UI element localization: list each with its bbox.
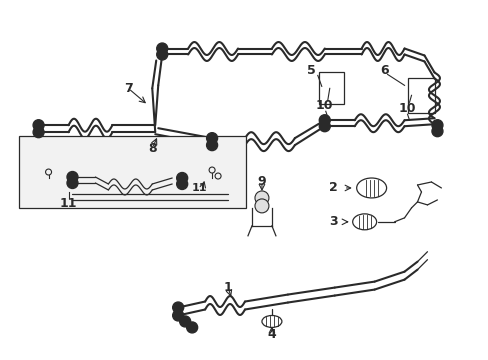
Text: 10: 10 [398, 102, 415, 115]
Circle shape [431, 126, 442, 137]
Circle shape [172, 302, 183, 313]
Text: 10: 10 [315, 99, 333, 112]
Circle shape [206, 133, 217, 144]
Text: 5: 5 [307, 64, 316, 77]
Text: 11: 11 [60, 197, 77, 210]
Circle shape [319, 121, 329, 132]
Circle shape [33, 120, 44, 131]
Circle shape [319, 115, 329, 126]
Bar [407, 78, 435, 113]
Text: 11: 11 [192, 183, 207, 193]
Circle shape [176, 172, 187, 184]
Text: 7: 7 [123, 82, 132, 95]
Circle shape [254, 191, 268, 205]
Text: 3: 3 [328, 215, 337, 228]
Text: 4: 4 [267, 328, 276, 341]
Circle shape [179, 316, 190, 327]
Text: 8: 8 [148, 141, 156, 155]
Bar [319, 72, 344, 104]
Text: 6: 6 [380, 64, 388, 77]
Circle shape [206, 140, 217, 150]
Circle shape [33, 127, 44, 138]
Circle shape [254, 199, 268, 213]
Circle shape [157, 43, 167, 54]
Circle shape [67, 177, 78, 189]
Text: 1: 1 [223, 281, 232, 294]
Circle shape [176, 179, 187, 189]
Circle shape [186, 322, 197, 333]
Text: 2: 2 [328, 181, 337, 194]
Circle shape [157, 49, 167, 60]
Bar [19, 136, 245, 208]
Circle shape [67, 171, 78, 183]
Text: 9: 9 [257, 175, 266, 189]
Circle shape [431, 120, 442, 131]
Circle shape [172, 310, 183, 321]
